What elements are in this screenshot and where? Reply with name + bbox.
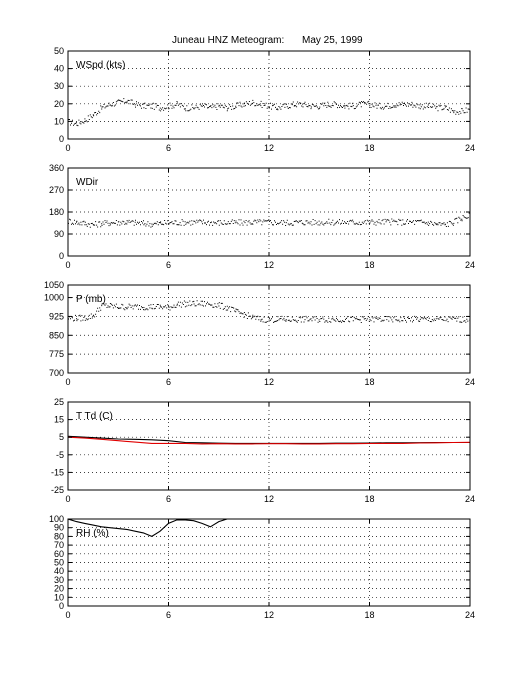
x-tick-label: 6 xyxy=(166,143,171,153)
panel-data xyxy=(68,212,470,228)
x-tick-label: 18 xyxy=(364,377,374,387)
y-tick-label: 0 xyxy=(59,134,64,144)
y-tick-label: 0 xyxy=(59,251,64,261)
x-tick-label: 0 xyxy=(65,260,70,270)
panel-label: T Td (C) xyxy=(76,411,113,422)
x-tick-label: 12 xyxy=(264,143,274,153)
y-tick-label: 1000 xyxy=(44,293,64,303)
x-tick-label: 6 xyxy=(166,260,171,270)
x-tick-label: 12 xyxy=(264,494,274,504)
y-tick-label: 30 xyxy=(54,575,64,585)
panel-data xyxy=(68,300,470,323)
y-tick-label: 60 xyxy=(54,549,64,559)
y-tick-label: -25 xyxy=(51,485,64,495)
x-tick-label: 6 xyxy=(166,610,171,620)
y-tick-label: 50 xyxy=(54,46,64,56)
series-1-points xyxy=(68,300,470,323)
x-tick-label: 0 xyxy=(65,494,70,504)
series-2-line xyxy=(68,436,470,445)
y-tick-label: 90 xyxy=(54,229,64,239)
y-tick-label: 850 xyxy=(49,330,64,340)
x-tick-label: 24 xyxy=(465,610,475,620)
x-tick-label: 6 xyxy=(166,494,171,504)
panel-data xyxy=(68,98,470,127)
x-tick-label: 18 xyxy=(364,610,374,620)
x-tick-label: 6 xyxy=(166,377,171,387)
x-tick-label: 24 xyxy=(465,494,475,504)
y-tick-label: 5 xyxy=(59,432,64,442)
x-tick-label: 12 xyxy=(264,377,274,387)
y-tick-label: 20 xyxy=(54,99,64,109)
y-tick-label: 0 xyxy=(59,601,64,611)
panel-label: P (mb) xyxy=(76,294,106,305)
y-tick-label: 25 xyxy=(54,397,64,407)
x-tick-label: 0 xyxy=(65,143,70,153)
y-tick-label: -5 xyxy=(56,450,64,460)
y-tick-label: 100 xyxy=(49,514,64,524)
x-tick-label: 18 xyxy=(364,143,374,153)
x-tick-label: 24 xyxy=(465,143,475,153)
panel-1: 0 6 12 18 24 0 10 20 30 40 50 WSpd (kts) xyxy=(54,46,475,153)
y-tick-label: 270 xyxy=(49,185,64,195)
y-tick-label: 180 xyxy=(49,207,64,217)
y-tick-label: 90 xyxy=(54,523,64,533)
series-1-points xyxy=(68,212,470,228)
panel-data xyxy=(68,435,470,445)
y-tick-label: 80 xyxy=(54,531,64,541)
y-tick-label: 700 xyxy=(49,368,64,378)
panel-label: WSpd (kts) xyxy=(76,60,125,71)
x-tick-label: 24 xyxy=(465,377,475,387)
y-tick-label: 20 xyxy=(54,584,64,594)
y-tick-label: 15 xyxy=(54,415,64,425)
x-tick-label: 24 xyxy=(465,260,475,270)
figure-date: May 25, 1999 xyxy=(302,35,363,46)
panel-3: 0 6 12 18 24 700 775 850 925 1000 1050 P (mb) xyxy=(44,280,475,387)
y-tick-label: 10 xyxy=(54,592,64,602)
series-1-line xyxy=(68,519,228,538)
y-tick-label: 30 xyxy=(54,81,64,91)
panel-2: 0 6 12 18 24 0 90 180 270 360 WDir xyxy=(49,163,475,270)
panel-data xyxy=(68,519,228,538)
y-tick-label: 70 xyxy=(54,540,64,550)
y-tick-label: 1050 xyxy=(44,280,64,290)
panel-4: 0 6 12 18 24 -25 -15 -5 5 15 25 T Td (C) xyxy=(51,397,475,504)
x-tick-label: 18 xyxy=(364,494,374,504)
y-tick-label: 40 xyxy=(54,566,64,576)
x-tick-label: 12 xyxy=(264,610,274,620)
x-tick-label: 18 xyxy=(364,260,374,270)
y-tick-label: -15 xyxy=(51,467,64,477)
y-tick-label: 360 xyxy=(49,163,64,173)
y-tick-label: 775 xyxy=(49,349,64,359)
panel-label: WDir xyxy=(76,177,99,188)
figure-title: Juneau HNZ Meteogram: xyxy=(172,35,284,46)
x-tick-label: 12 xyxy=(264,260,274,270)
y-tick-label: 10 xyxy=(54,116,64,126)
y-tick-label: 925 xyxy=(49,311,64,321)
y-tick-label: 40 xyxy=(54,64,64,74)
series-1-points xyxy=(68,98,470,127)
x-tick-label: 0 xyxy=(65,377,70,387)
y-tick-label: 50 xyxy=(54,558,64,568)
x-tick-label: 0 xyxy=(65,610,70,620)
panel-label: RH (%) xyxy=(76,528,109,539)
